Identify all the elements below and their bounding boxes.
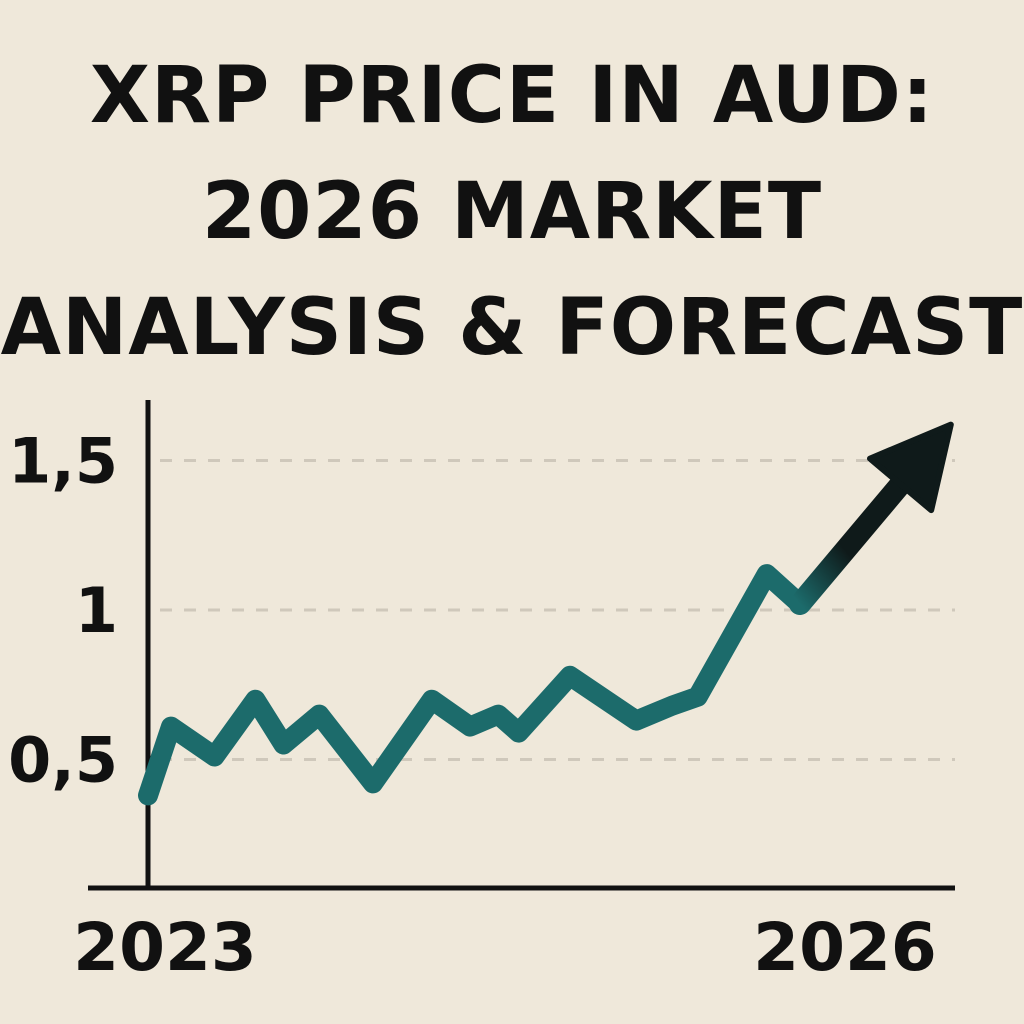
forecast-arrow	[788, 421, 954, 616]
chart-title: XRP PRICE IN AUD: 2026 MARKET ANALYSIS &…	[0, 38, 1024, 386]
price-line	[138, 564, 810, 806]
title-line-1: XRP PRICE IN AUD:	[89, 51, 935, 141]
grid-lines	[160, 459, 955, 761]
x-tick-label: 2023	[73, 909, 257, 986]
forecast-arrow-head	[867, 421, 954, 514]
y-tick-label: 1	[75, 574, 118, 647]
y-tick-labels: 0,5 1 1,5	[8, 425, 118, 797]
y-tick-label: 1,5	[8, 425, 118, 498]
x-tick-labels: 2023 2026	[73, 909, 937, 986]
y-tick-label: 0,5	[8, 724, 118, 797]
price-series	[138, 564, 810, 806]
x-tick-label: 2026	[753, 909, 937, 986]
title-line-3: ANALYSIS & FORECAST	[0, 283, 1024, 373]
forecast-arrow-shaft	[788, 473, 912, 616]
title-line-2: 2026 MARKET	[201, 167, 823, 257]
